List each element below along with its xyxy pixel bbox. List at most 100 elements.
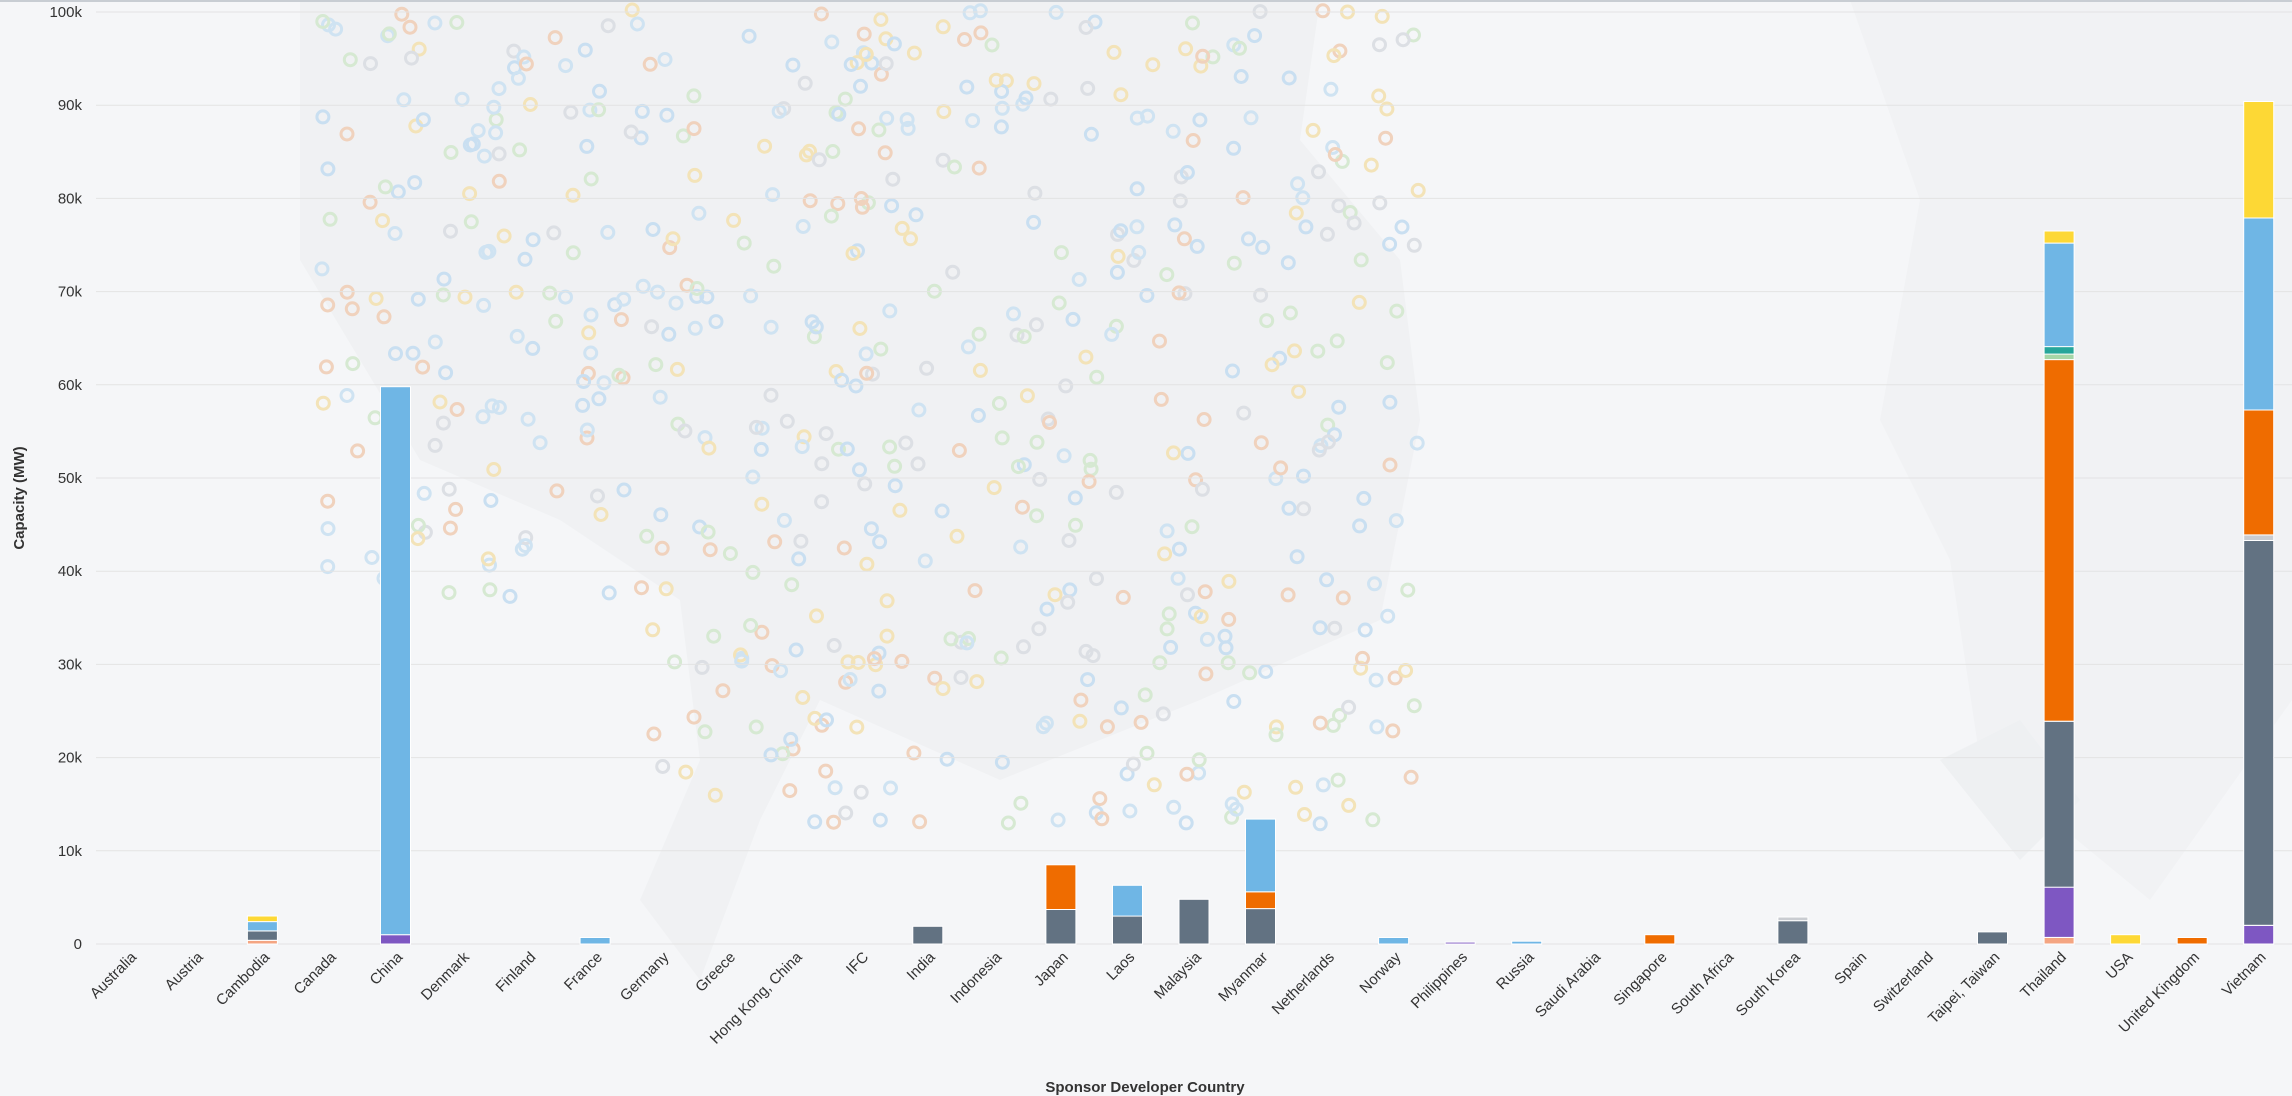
map-marker <box>986 480 1002 496</box>
map-marker <box>971 160 987 176</box>
map-marker <box>935 681 951 697</box>
map-marker <box>407 175 423 191</box>
bar-segment[interactable] <box>1112 915 1143 945</box>
x-tick-label: Switzerland <box>1870 949 1937 1016</box>
map-marker <box>879 593 895 609</box>
bar-segment[interactable] <box>2243 101 2275 219</box>
x-tick-label: Spain <box>1831 949 1870 988</box>
bar-segment[interactable] <box>1777 920 1809 945</box>
map-marker <box>512 142 528 158</box>
bar-segment[interactable] <box>2043 937 2075 945</box>
map-marker <box>1255 239 1271 255</box>
map-marker <box>748 419 764 435</box>
map-marker <box>971 326 987 342</box>
map-marker <box>793 533 809 549</box>
map-marker <box>795 690 811 705</box>
map-marker <box>908 207 924 223</box>
bar-segment[interactable] <box>579 937 611 945</box>
map-marker <box>665 231 681 247</box>
bar-segment[interactable] <box>1245 908 1276 945</box>
map-marker <box>850 655 866 670</box>
map-marker <box>449 402 465 417</box>
map-marker <box>432 394 448 410</box>
map-marker <box>600 18 616 34</box>
x-tick-label: Netherlands <box>1269 949 1338 1018</box>
map-marker <box>686 121 702 137</box>
map-marker <box>1108 484 1124 500</box>
map-marker <box>448 501 464 517</box>
bar-segment[interactable] <box>2043 346 2075 355</box>
map-marker <box>1281 70 1297 86</box>
map-marker <box>410 291 426 307</box>
bar-segment[interactable] <box>1777 916 1809 922</box>
bar-segment[interactable] <box>1644 934 1676 945</box>
bar-segment[interactable] <box>2043 886 2075 938</box>
map-marker <box>314 261 330 277</box>
bar-segment[interactable] <box>1045 909 1077 945</box>
bar-segment[interactable] <box>1245 818 1276 893</box>
bar-segment[interactable] <box>1112 884 1143 917</box>
map-marker <box>480 551 496 567</box>
y-tick-label: 30k <box>58 656 83 673</box>
map-marker <box>745 564 761 580</box>
x-tick-label: Malaysia <box>1151 948 1205 1002</box>
bar-segment[interactable] <box>2110 934 2142 945</box>
bar-segment[interactable] <box>1977 931 2008 945</box>
map-marker <box>1268 719 1284 735</box>
map-marker <box>1288 205 1304 221</box>
map-marker <box>443 145 459 160</box>
map-marker <box>935 152 951 168</box>
x-tick-label: Indonesia <box>947 948 1005 1006</box>
map-marker <box>743 288 759 304</box>
map-marker <box>411 41 427 57</box>
bar-segment[interactable] <box>1444 941 1476 945</box>
map-marker <box>1026 76 1042 92</box>
map-marker <box>558 58 574 74</box>
bar-segment[interactable] <box>2043 359 2075 722</box>
bar-segment[interactable] <box>246 930 278 941</box>
map-marker <box>547 30 563 46</box>
map-marker <box>591 391 607 407</box>
map-marker <box>575 397 591 413</box>
bar-segment[interactable] <box>246 939 278 945</box>
bar-segment[interactable] <box>2243 924 2275 945</box>
map-marker <box>1060 594 1076 610</box>
map-marker <box>754 496 770 512</box>
bar-segment[interactable] <box>380 934 411 945</box>
map-marker <box>871 122 887 138</box>
bar-segment[interactable] <box>1178 898 1210 945</box>
bar-segment[interactable] <box>1511 940 1543 945</box>
map-marker <box>1013 795 1029 811</box>
map-marker <box>1310 343 1326 359</box>
bar-segment[interactable] <box>2243 534 2275 542</box>
bar-segment[interactable] <box>1378 937 1410 945</box>
bar-segment[interactable] <box>912 925 944 945</box>
bar-segment[interactable] <box>2176 937 2208 945</box>
map-marker <box>579 430 595 446</box>
bar-segment[interactable] <box>2043 230 2075 244</box>
map-marker <box>1014 499 1030 515</box>
bar-segment[interactable] <box>2243 409 2275 536</box>
map-marker <box>1290 176 1306 192</box>
map-marker <box>659 107 675 123</box>
map-marker <box>878 56 894 72</box>
bar-segment[interactable] <box>246 915 278 923</box>
map-marker <box>1104 326 1120 342</box>
bar-segment[interactable] <box>380 386 411 936</box>
bar-segment[interactable] <box>1245 891 1276 910</box>
map-marker <box>736 235 752 251</box>
bar-segment[interactable] <box>2243 539 2275 926</box>
map-marker <box>1193 58 1209 74</box>
bars <box>246 101 2275 945</box>
bar-segment[interactable] <box>2243 217 2275 411</box>
map-marker <box>813 6 829 22</box>
bar-segment[interactable] <box>1045 864 1077 910</box>
bar-segment[interactable] <box>246 921 278 932</box>
map-marker <box>1129 219 1145 235</box>
map-marker <box>700 524 716 540</box>
map-marker <box>1236 784 1252 800</box>
map-marker <box>1027 185 1043 201</box>
bar-segment[interactable] <box>2043 242 2075 348</box>
bar-segment[interactable] <box>2043 720 2075 888</box>
bar-segment[interactable] <box>2043 353 2075 361</box>
